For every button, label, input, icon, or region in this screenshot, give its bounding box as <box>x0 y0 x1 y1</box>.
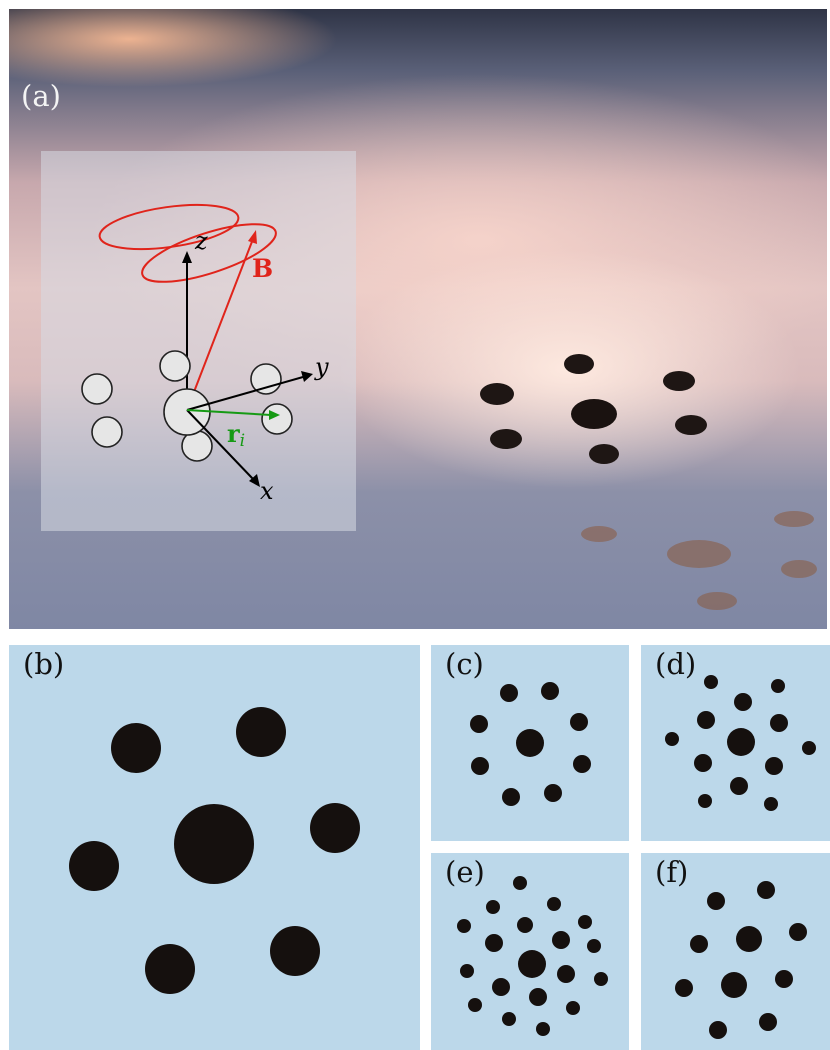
position-vector-r: r <box>227 419 240 448</box>
axis-label-z: z <box>195 227 208 255</box>
panel-label-f: (f) <box>655 855 689 889</box>
axis-label-x: x <box>260 477 274 505</box>
photo-panel-e: (e) <box>431 853 629 1050</box>
droplet-pattern-d <box>665 675 816 811</box>
field-orbit <box>98 203 277 283</box>
position-vector-index: i <box>239 431 246 451</box>
photo-panel-c: (c) <box>431 645 629 841</box>
particles <box>81 350 293 462</box>
photo-panel-b: (b) <box>9 645 420 1050</box>
droplet-pattern-b <box>69 707 360 994</box>
schematic-inset <box>41 151 356 531</box>
droplet-pattern-c <box>470 682 591 806</box>
panel-label-b: (b) <box>23 647 65 681</box>
position-vector-label: ri <box>227 419 245 451</box>
panel-label-c: (c) <box>445 647 484 681</box>
panel-label-e: (e) <box>445 855 485 889</box>
panel-label-d: (d) <box>655 647 697 681</box>
photo-panel-d: (d) <box>641 645 830 841</box>
droplet-reflections <box>581 511 817 610</box>
field-label-b: B <box>252 254 274 283</box>
panel-label-a: (a) <box>21 79 61 113</box>
floating-droplets <box>480 354 707 464</box>
photo-panel-f: (f) <box>641 853 830 1050</box>
axis-label-y: y <box>315 353 329 381</box>
photo-scene <box>41 151 817 610</box>
photo-panel-a: (a) z y x B ri <box>9 9 827 629</box>
droplet-pattern-e <box>457 876 608 1036</box>
droplet-pattern-f <box>675 881 807 1039</box>
